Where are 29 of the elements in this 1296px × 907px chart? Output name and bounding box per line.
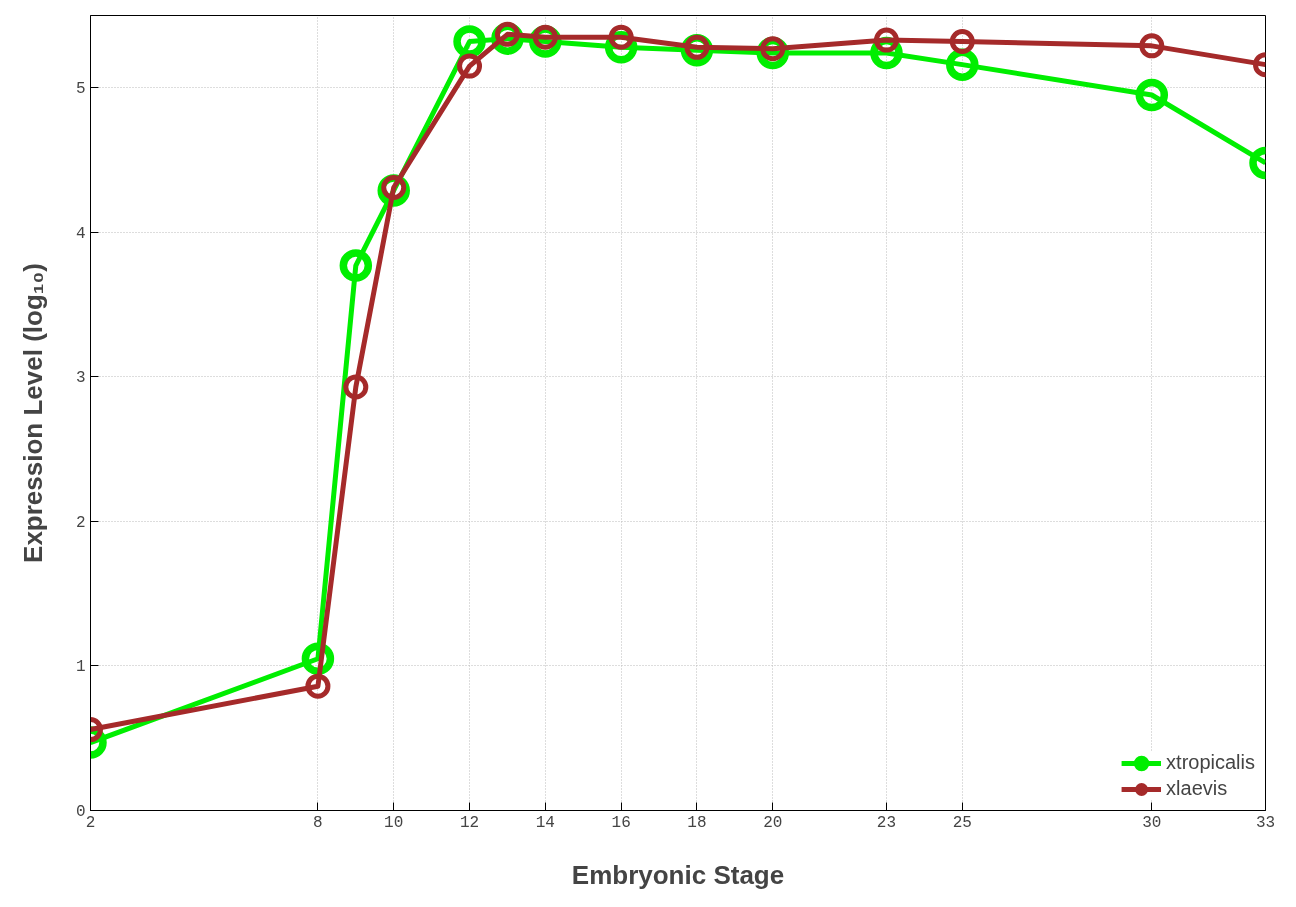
legend-label: xlaevis [1166, 777, 1228, 800]
point [457, 53, 483, 79]
y-tick-label: 0 [75, 803, 86, 821]
x-tick-label: 33 [1255, 813, 1276, 832]
x-tick-label: 23 [876, 813, 897, 832]
legend-label: xtropicalis [1166, 751, 1255, 774]
x-tick-label: 25 [952, 813, 972, 832]
y-tick-label: 2 [75, 513, 86, 532]
x-axis-title: Embryonic Stage [571, 859, 785, 890]
x-tick-label: 8 [313, 813, 323, 832]
point [1139, 33, 1165, 59]
point [339, 249, 373, 282]
point [343, 374, 369, 400]
x-tick-label: 20 [763, 813, 783, 832]
x-tick-label: 30 [1142, 813, 1162, 832]
y-tick-label: 4 [75, 224, 86, 243]
x-tick-label: 16 [611, 813, 631, 832]
x-tick-label: 12 [459, 813, 480, 832]
y-tick-label: 5 [75, 80, 86, 99]
x-tick-label: 14 [535, 813, 555, 832]
y-axis-title: Expression Level (log₁₀) [17, 263, 48, 563]
y-tick-label: 1 [75, 658, 86, 677]
y-tick-label: 3 [75, 369, 86, 388]
point [453, 25, 486, 58]
x-tick-label: 18 [687, 813, 707, 832]
point [1135, 78, 1169, 112]
point [949, 29, 975, 54]
point [305, 673, 331, 699]
x-tick-label: 10 [384, 813, 404, 832]
